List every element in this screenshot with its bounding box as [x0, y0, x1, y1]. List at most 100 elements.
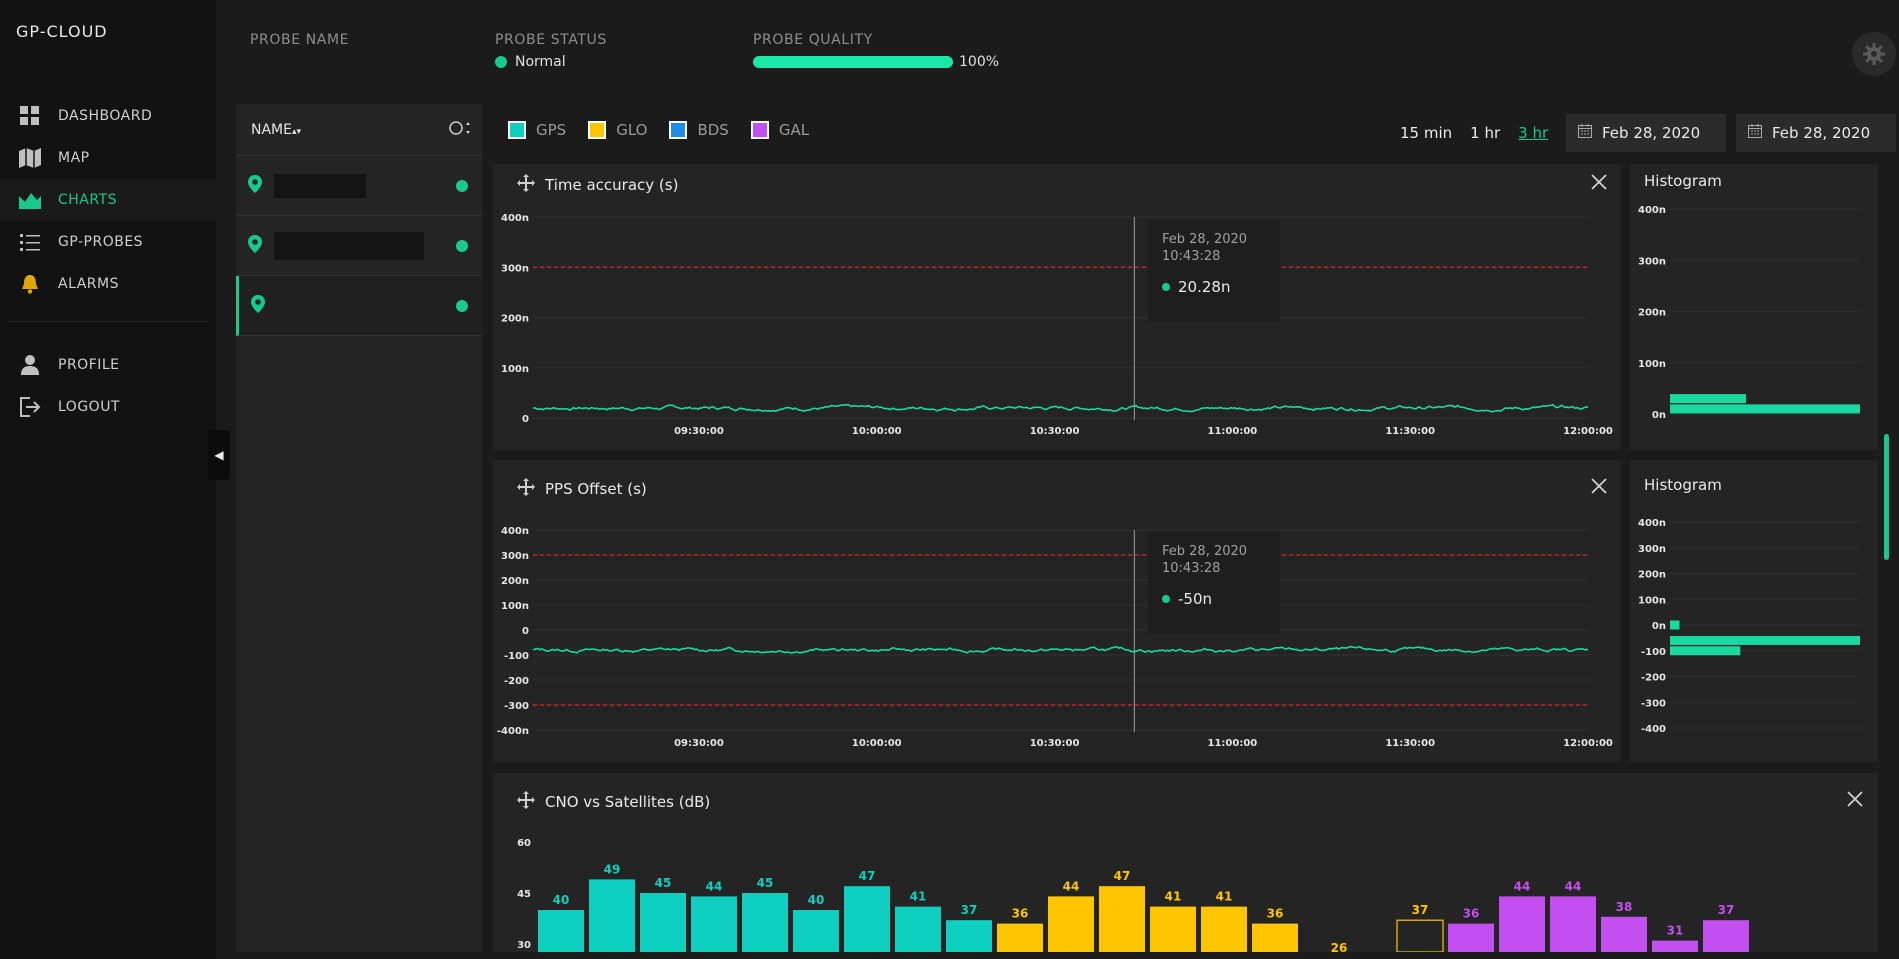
map-icon	[18, 146, 42, 170]
probe-quality-group: PROBE QUALITY 100%	[753, 32, 999, 70]
y-tick-label: 200n	[1638, 570, 1666, 581]
legend-gps[interactable]: GPS	[508, 121, 566, 139]
checkbox-gps[interactable]	[508, 121, 526, 139]
date-from-picker[interactable]: Feb 28, 2020	[1566, 114, 1726, 152]
drag-handle-icon[interactable]	[517, 791, 535, 813]
status-filter-button[interactable]	[448, 120, 472, 140]
probe-status-value: Normal	[495, 54, 607, 70]
date-to-text: Feb 28, 2020	[1772, 124, 1871, 142]
legend-gal[interactable]: GAL	[750, 121, 810, 139]
range-3hr[interactable]: 3 hr	[1518, 124, 1549, 142]
tooltip-value-row: -50n	[1162, 590, 1266, 608]
bell-icon	[18, 272, 42, 296]
probe-row[interactable]	[236, 216, 482, 276]
pps-offset-histogram-panel: Histogram 400n 300n 200n 100n 0n -100 -200 -300…	[1630, 460, 1878, 762]
checkbox-gal[interactable]	[750, 121, 769, 139]
histogram-bar	[1670, 404, 1860, 414]
close-icon[interactable]	[1589, 476, 1609, 496]
legend-bds[interactable]: BDS	[669, 121, 729, 139]
nav-item-profile[interactable]: PROFILE	[0, 344, 216, 386]
probe-row[interactable]	[236, 156, 482, 216]
x-tick-label: 09:30:00	[674, 738, 724, 749]
y-tick-label: 400n	[1638, 205, 1666, 216]
close-icon[interactable]	[1845, 789, 1865, 809]
panel-title: PPS Offset (s)	[517, 478, 647, 500]
y-tick-label: 400n	[501, 526, 529, 537]
dashboard-icon	[18, 104, 42, 128]
x-tick-label: 11:30:00	[1385, 738, 1435, 749]
gear-icon	[1863, 43, 1885, 65]
y-tick-label: 30	[517, 940, 531, 951]
y-tick-label: -300	[1641, 698, 1666, 709]
nav-item-charts[interactable]: CHARTS	[0, 179, 216, 221]
cno-bar-chart: 60 45 30 40 49 45 44 45 40 47 41 37 36 44 47 41 41 36 26 37…	[517, 838, 1749, 952]
probe-status-text: Normal	[515, 54, 566, 70]
checkbox-bds[interactable]	[669, 121, 688, 139]
cno-bar	[1550, 896, 1596, 952]
cno-panel: CNO vs Satellites (dB) 60 45 30 40 49 45 44 45 4…	[493, 773, 1878, 952]
drag-handle-icon[interactable]	[517, 174, 535, 196]
range-15min[interactable]: 15 min	[1400, 124, 1453, 142]
histogram-title: Histogram	[1644, 172, 1722, 190]
scrollbar-thumb[interactable]	[1884, 434, 1889, 560]
series-dot-icon	[1162, 595, 1170, 603]
settings-button[interactable]	[1852, 32, 1896, 76]
x-tick-label: 10:00:00	[852, 426, 902, 437]
checkbox-glo[interactable]	[588, 121, 607, 139]
time-accuracy-histogram: 400n 300n 200n 100n 0n	[1638, 205, 1860, 421]
y-tick-label: 200n	[501, 576, 529, 587]
nav-item-dashboard[interactable]: DASHBOARD	[0, 95, 216, 137]
range-1hr[interactable]: 1 hr	[1470, 124, 1501, 142]
cno-bar	[1499, 896, 1545, 952]
tooltip-date: Feb 28, 2020	[1162, 544, 1248, 559]
user-icon	[18, 353, 42, 377]
probe-status-group: PROBE STATUS Normal	[495, 32, 607, 70]
time-accuracy-chart: 400n 300n 200n 100n 0 09:30:00 10:00:00 10:30:0…	[501, 213, 1613, 437]
nav-item-label: GP-PROBES	[58, 234, 144, 250]
cno-title: CNO vs Satellites (dB)	[545, 793, 711, 811]
cno-bar	[1601, 916, 1647, 952]
calendar-icon	[1748, 124, 1762, 142]
y-tick-label: 0n	[1652, 410, 1666, 421]
bar-value-label: 44	[1565, 879, 1582, 893]
list-icon	[18, 230, 42, 254]
bar-value-label: 41	[910, 890, 927, 904]
legend-glo[interactable]: GLO	[588, 121, 647, 139]
sidebar-collapse-button[interactable]: ◀	[208, 430, 230, 480]
histogram-bar	[1670, 394, 1746, 404]
close-icon[interactable]	[1589, 172, 1609, 192]
probe-list-panel: NAME▴▾	[236, 104, 482, 952]
name-column-header[interactable]: NAME▴▾	[251, 122, 301, 138]
nav-item-logout[interactable]: LOGOUT	[0, 386, 216, 428]
brand-logo: GP-CLOUD	[16, 22, 108, 41]
bar-value-label: 36	[1267, 907, 1284, 921]
bar-value-label: 26	[1331, 941, 1348, 952]
legend-label: GPS	[536, 121, 567, 139]
nav-item-label: MAP	[58, 150, 90, 166]
probe-quality-bar	[753, 56, 953, 68]
nav-item-gp-probes[interactable]: GP-PROBES	[0, 221, 216, 263]
cno-bar	[946, 920, 992, 952]
time-accuracy-histogram-panel: Histogram 400n 300n 200n 100n 0n	[1630, 164, 1878, 450]
nav-item-map[interactable]: MAP	[0, 137, 216, 179]
cno-bar	[589, 879, 635, 952]
legend-label: GAL	[778, 121, 810, 139]
tooltip-date: Feb 28, 2020	[1162, 232, 1248, 247]
x-tick-label: 11:00:00	[1208, 426, 1258, 437]
cno-bar	[1703, 920, 1749, 952]
cno-bar	[538, 910, 584, 952]
probe-row-selected[interactable]	[236, 276, 482, 336]
probe-list-header: NAME▴▾	[236, 104, 482, 156]
calendar-icon	[1578, 124, 1592, 142]
x-tick-label: 10:30:00	[1030, 426, 1080, 437]
drag-handle-icon[interactable]	[517, 478, 535, 500]
time-range-selector: 15 min 1 hr 3 hr	[1400, 124, 1566, 142]
constellation-legend: GPS GLO BDS GAL	[508, 121, 831, 139]
legend-label: GLO	[616, 121, 648, 139]
nav-item-alarms[interactable]: ALARMS	[0, 263, 216, 305]
y-tick-label: 400n	[501, 213, 529, 224]
bar-value-label: 38	[1616, 900, 1633, 914]
bar-value-label: 49	[604, 862, 621, 876]
sidebar: GP-CLOUD DASHBOARD MAP CHARTS	[0, 0, 216, 959]
date-to-picker[interactable]: Feb 28, 2020	[1736, 114, 1896, 152]
